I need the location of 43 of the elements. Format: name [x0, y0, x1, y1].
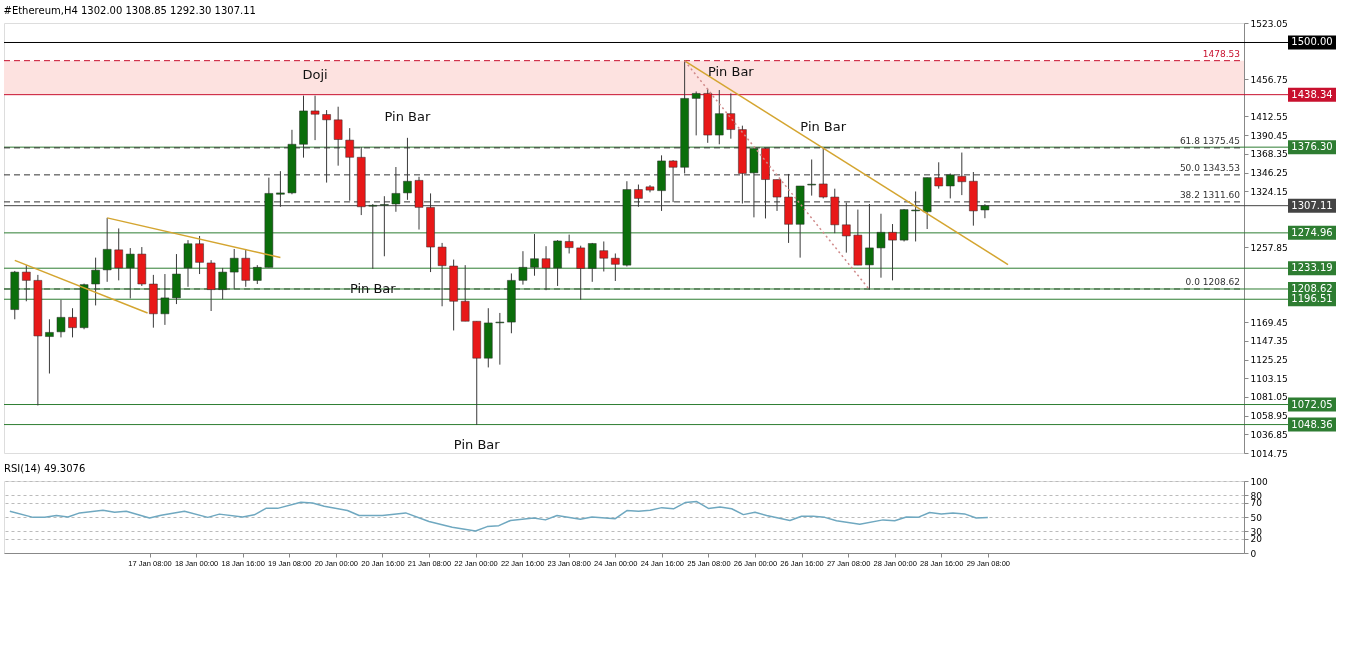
chart-title: #Ethereum,H4 1302.00 1308.85 1292.30 1307.11	[3, 5, 256, 16]
y-tick-label: 1523.05	[1250, 18, 1288, 29]
y-tick-label: 1036.85	[1250, 429, 1288, 440]
ref-line-label: 1500.00	[1291, 36, 1333, 48]
ref-line-label: 1208.62	[1291, 282, 1333, 294]
ref-line-label: 1307.11	[1291, 199, 1333, 211]
annotation: Doji	[302, 66, 328, 82]
y-tick-label: 1346.25	[1250, 168, 1288, 179]
y-tick-label: 1368.35	[1250, 149, 1288, 160]
y-tick-label: 0	[1250, 548, 1257, 559]
y-tick-label: 1257.85	[1250, 242, 1288, 253]
y-tick-label: 100	[1250, 476, 1268, 487]
ref-line-label: 1274.96	[1291, 226, 1333, 238]
y-tick-label: 1324.15	[1250, 186, 1288, 197]
y-tick-label: 20	[1250, 534, 1263, 545]
ref-line-label: 1233.19	[1291, 262, 1333, 274]
ref-line-label: 61.8 1375.45	[1179, 135, 1240, 146]
y-tick-label: 1014.75	[1250, 448, 1288, 459]
y-tick-label: 1147.35	[1250, 336, 1288, 347]
y-tick-label: 1103.15	[1250, 373, 1288, 384]
annotation: Pin Bar	[707, 64, 755, 80]
y-tick-label: 1081.05	[1250, 392, 1288, 403]
ref-line-label: 1438.34	[1291, 88, 1333, 100]
y-tick-label: 1390.45	[1250, 130, 1288, 141]
y-tick-label: 1456.75	[1250, 74, 1288, 85]
ref-line-label: 1376.30	[1291, 141, 1333, 153]
y-tick-label: 1412.55	[1250, 111, 1288, 122]
y-tick-label: 1058.95	[1250, 411, 1288, 422]
y-tick-label: 1169.45	[1250, 317, 1288, 328]
annotation: Pin Bar	[453, 436, 501, 452]
y-tick-label: 70	[1250, 498, 1263, 509]
y-tick-label: 1125.25	[1250, 355, 1288, 366]
annotation: Pin Bar	[800, 118, 847, 134]
y-tick-label: 50	[1250, 512, 1263, 523]
ref-line-label: 1048.36	[1291, 418, 1333, 430]
ref-line-label: 1478.53	[1202, 48, 1240, 59]
ref-line-label: 38.2 1311.60	[1179, 189, 1241, 200]
ref-line-label: 1196.51	[1291, 293, 1333, 305]
ref-line-label: 1072.05	[1291, 398, 1333, 410]
ref-line-label: 50.0 1343.53	[1179, 162, 1240, 173]
chart-title: RSI(14) 49.3076	[4, 463, 86, 474]
ref-line-label: 0.0 1208.62	[1185, 276, 1240, 287]
annotation: Pin Bar	[384, 108, 431, 124]
